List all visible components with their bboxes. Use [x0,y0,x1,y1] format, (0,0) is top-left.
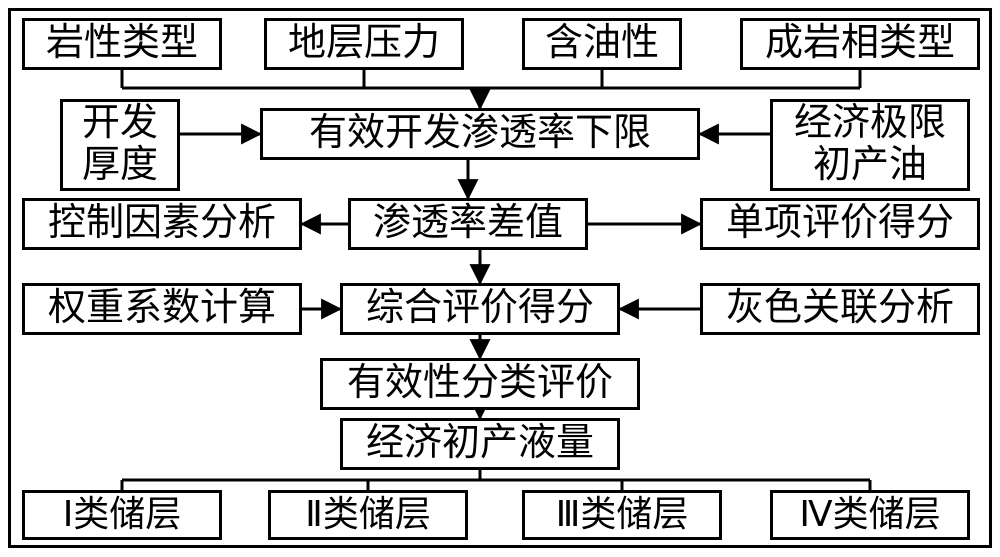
node-eff-class: 有效性分类评价 [320,358,640,410]
label: 开发 厚度 [82,103,158,187]
node-pressure: 地层压力 [264,18,464,70]
label: 有效开发渗透率下限 [309,113,651,155]
label: Ⅳ类储层 [799,495,940,535]
node-diagenetic: 成岩相类型 [740,18,980,70]
node-econ-liquid: 经济初产液量 [340,418,620,470]
label: 权重系数计算 [48,288,276,330]
node-res3: Ⅲ类储层 [522,490,722,540]
label: 岩性类型 [46,23,198,65]
label: 经济初产液量 [366,423,594,465]
label: 渗透率差值 [373,203,563,245]
node-comp-score: 综合评价得分 [340,283,620,335]
label: 灰色关联分析 [726,288,954,330]
label: 控制因素分析 [48,203,276,245]
node-ctrl-factor: 控制因素分析 [22,198,302,250]
node-econ-oil: 经济极限 初产油 [770,99,970,191]
node-perm-limit: 有效开发渗透率下限 [260,108,700,160]
label: 单项评价得分 [726,203,954,245]
node-oiliness: 含油性 [522,18,682,70]
node-res2: Ⅱ类储层 [268,490,468,540]
label: Ⅲ类储层 [556,495,689,535]
label: 地层压力 [288,23,440,65]
label: Ⅰ类储层 [63,495,182,535]
flowchart-canvas: 岩性类型 地层压力 含油性 成岩相类型 开发 厚度 有效开发渗透率下限 经济极限… [0,0,1000,557]
label: 含油性 [545,23,659,65]
node-grey: 灰色关联分析 [700,283,980,335]
node-perm-diff: 渗透率差值 [348,198,588,250]
label: 有效性分类评价 [347,363,613,405]
node-weight: 权重系数计算 [22,283,302,335]
node-res1: Ⅰ类储层 [22,490,222,540]
node-thickness: 开发 厚度 [60,99,180,191]
label: Ⅱ类储层 [305,495,431,535]
node-res4: Ⅳ类储层 [770,490,970,540]
label: 综合评价得分 [366,288,594,330]
label: 成岩相类型 [765,23,955,65]
label: 经济极限 初产油 [794,103,946,187]
node-lithology: 岩性类型 [22,18,222,70]
node-single-score: 单项评价得分 [700,198,980,250]
